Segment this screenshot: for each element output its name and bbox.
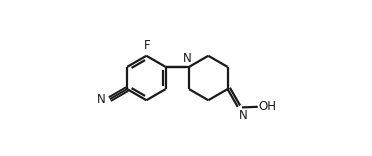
Text: OH: OH: [259, 100, 277, 113]
Text: F: F: [144, 39, 150, 51]
Text: N: N: [97, 93, 106, 106]
Text: N: N: [183, 52, 192, 65]
Text: N: N: [239, 109, 247, 122]
